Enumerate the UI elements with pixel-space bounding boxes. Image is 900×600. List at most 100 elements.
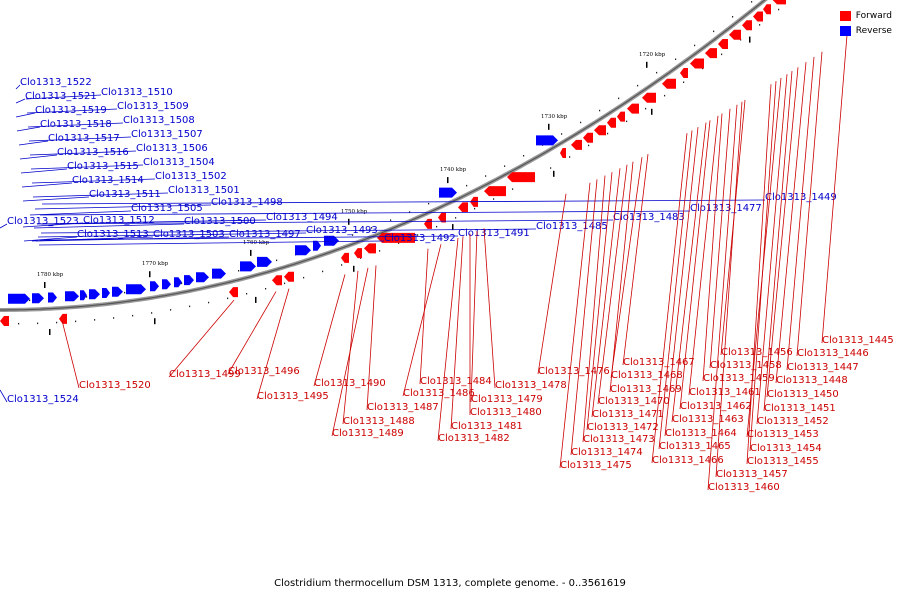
gene-reverse-leader [27,122,124,128]
tick-mark-lower [154,318,156,325]
legend-reverse: Reverse [839,23,892,38]
gene-forward-27 [718,39,728,49]
gene-forward-4 [284,271,294,282]
axis-dot-lower [550,167,552,169]
gene-reverse-leader [40,219,614,225]
gene-forward-label: Clo1313_1454 [750,443,822,454]
axis-dot-lower [436,225,438,228]
tick-mark-lower [255,296,257,303]
gene-reverse-label: Clo1313_1502 [155,171,227,182]
gene-reverse-leader [0,389,8,403]
gene-forward-leader [749,81,777,452]
axis-dot-lower [208,301,210,304]
gene-forward-label: Clo1313_1461 [689,387,761,398]
gene-forward-leader [679,120,711,410]
gene-forward-21 [627,103,639,114]
tick-label: 1750 kbp [341,209,368,215]
gene-reverse-label: Clo1313_1518 [40,119,112,130]
gene-forward-label: Clo1313_1455 [747,456,819,467]
gene-reverse-label: Clo1313_1508 [123,115,195,126]
gene-forward-leader [331,267,369,437]
tick-mark-lower [749,36,751,43]
gene-reverse-leader [0,223,8,229]
tick-mark [44,282,46,288]
gene-forward-30 [753,11,763,22]
gene-forward-leader [658,130,693,450]
gene-reverse-label: Clo1313_1512 [83,215,155,226]
axis-dot-upper [523,155,525,157]
gene-reverse-label: Clo1313_1522 [20,77,92,88]
gene-forward-label: Clo1313_1474 [571,447,643,458]
gene-forward-label: Clo1313_1479 [471,394,543,405]
gene-reverse-6 [102,288,110,298]
axis-dot-lower [303,276,305,279]
gene-reverse-10 [162,279,171,290]
gene-reverse-label: Clo1313_1504 [143,157,215,168]
gene-reverse-label: Clo1313_1521 [25,91,97,102]
gene-reverse-19 [324,235,339,246]
axis-dot-upper [656,71,658,74]
gene-forward-label: Clo1313_1499 [169,369,241,380]
gene-reverse-18 [313,240,321,251]
axis-dot-upper [637,84,639,87]
axis-dot-lower [227,297,229,300]
axis-dot-lower [56,321,58,324]
gene-forward-label: Clo1313_1447 [787,362,859,373]
gene-reverse-13 [196,272,209,283]
tick-label: 1730 kbp [541,114,568,120]
legend: Forward Reverse [839,8,892,38]
gene-reverse-leader [39,210,691,216]
gene-forward-label: Clo1313_1468 [611,370,683,381]
gene-reverse-leader [34,204,212,210]
gene-forward-16 [571,139,582,150]
axis-dot-lower [341,264,343,266]
axis-dot-lower [569,156,571,158]
gene-reverse-9 [150,281,159,292]
axis-dot-upper [352,234,354,236]
gene-reverse-label: Clo1313_1477 [690,203,762,214]
gene-forward-leader [756,74,788,425]
legend-forward: Forward [839,8,892,23]
gene-forward-label: Clo1313_1459 [703,373,775,384]
gene-forward-leader [746,84,772,465]
tick-mark-lower [452,224,454,231]
gene-reverse-leader [31,178,156,184]
gene-forward-32 [772,0,786,5]
gene-forward-3 [272,275,282,286]
gene-reverse-leader [26,108,118,114]
axis-backbone [0,0,768,312]
gene-reverse-5 [89,289,100,300]
gene-reverse-1 [32,293,44,304]
axis-dot-lower [417,234,419,236]
gene-forward-leader [256,288,290,400]
gene-reverse-3 [65,291,79,302]
gene-forward-label: Clo1313_1465 [659,441,731,452]
axis-dot-lower [151,312,153,314]
gene-forward-6 [354,248,362,259]
gene-forward-label: Clo1313_1487 [367,402,439,413]
axis-dot-lower [588,144,590,147]
gene-forward-label: Clo1313_1490 [314,378,386,389]
axis-dot-upper [580,121,582,124]
gene-reverse-label: Clo1313_1510 [101,87,173,98]
gene-forward-label: Clo1313_1484 [420,376,492,387]
gene-reverse-leader [16,126,41,132]
gene-reverse-leader [15,98,26,104]
gene-forward-14 [507,172,535,183]
gene-reverse-leader [15,112,36,118]
gene-forward-label: Clo1313_1470 [598,396,670,407]
axis-dot-lower [759,24,761,26]
tick-label: 1780 kbp [37,272,64,278]
gene-reverse-label: Clo1313_1523 [7,216,79,227]
axis-dot-lower [740,39,742,41]
gene-forward-28 [729,29,741,40]
gene-reverse-0 [8,293,30,304]
gene-reverse-label: Clo1313_1509 [117,101,189,112]
gene-forward-label: Clo1313_1486 [403,388,475,399]
legend-forward-label: Forward [855,10,892,21]
gene-forward-label: Clo1313_1489 [332,428,404,439]
gene-forward-19 [607,117,616,128]
gene-forward-leader [597,164,628,405]
gene-forward-leader [537,193,567,375]
